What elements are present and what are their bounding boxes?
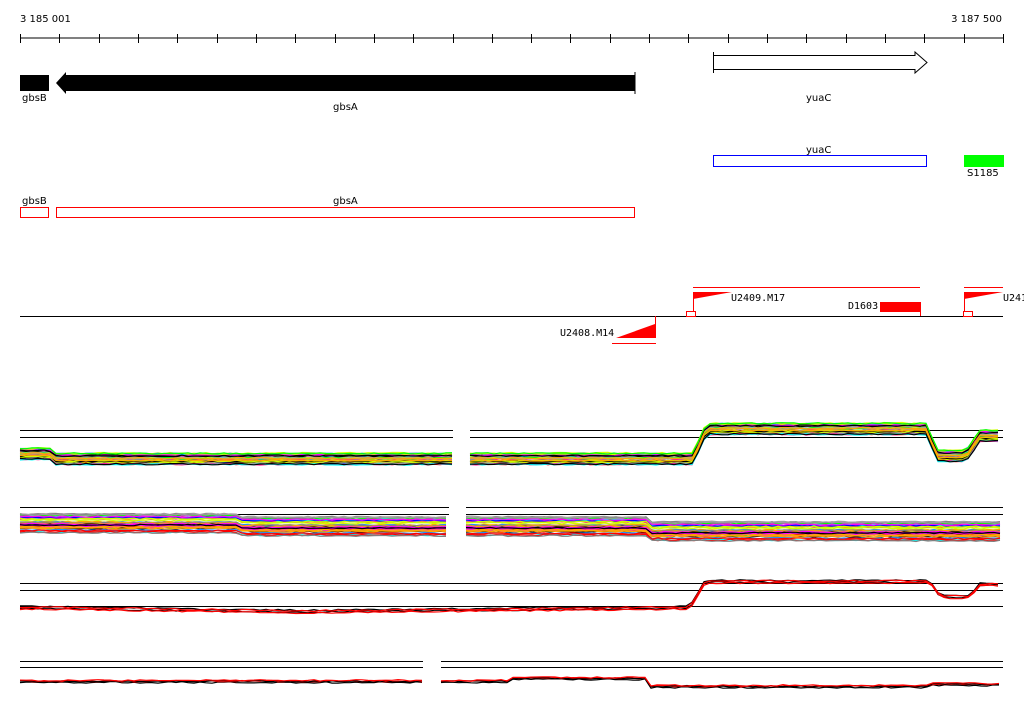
feature-label-D1603: D1603 xyxy=(848,301,878,312)
feature-U2408[interactable]: U2408.M14 xyxy=(560,316,656,344)
expression-series-line xyxy=(469,426,999,460)
expression-series-line xyxy=(465,528,1001,537)
transcript-label-gbsB: gbsB xyxy=(22,196,47,207)
expression-series-line xyxy=(19,525,447,532)
expression-series-line xyxy=(465,526,1001,535)
feature-U241[interactable]: U241 xyxy=(963,287,1024,317)
expression-series-line xyxy=(469,429,999,462)
transcript-gbsA[interactable] xyxy=(56,207,635,218)
expression-series-line xyxy=(19,523,447,530)
expression-series-line xyxy=(19,579,999,613)
expression-series-line xyxy=(19,531,446,538)
gene-gbsB[interactable] xyxy=(20,75,49,91)
expression-series-line xyxy=(465,515,1000,524)
gene-label-gbsA: gbsA xyxy=(333,102,358,113)
feature-label-S1185: S1185 xyxy=(967,168,999,179)
gene-yuaC-arrow[interactable] xyxy=(713,50,928,75)
expression-series-line xyxy=(465,532,1001,540)
expression-series-line xyxy=(20,447,453,455)
expression-tracks xyxy=(19,421,1003,689)
expression-series-line xyxy=(440,676,1000,688)
expression-track xyxy=(19,661,1003,689)
transcript-label-yuaC: yuaC xyxy=(806,145,831,156)
expression-series-line xyxy=(465,529,1001,538)
feature-S1185[interactable] xyxy=(964,155,1004,167)
expression-series-line xyxy=(469,422,998,455)
expression-series-line xyxy=(19,517,447,524)
feature-D1603[interactable]: D1603 xyxy=(848,301,921,316)
expression-track xyxy=(19,421,1003,466)
expression-track xyxy=(19,579,1003,615)
gene-label-gbsB: gbsB xyxy=(22,93,47,104)
coordinate-ruler xyxy=(20,34,1004,43)
expression-series-line xyxy=(19,581,999,615)
gene-gbsA-arrow[interactable] xyxy=(56,72,635,94)
feature-label-U241: U241 xyxy=(1003,293,1024,304)
expression-series-line xyxy=(19,515,447,521)
ruler-end-label: 3 187 500 xyxy=(951,14,1002,25)
expression-series-line xyxy=(19,457,453,466)
transcript-yuaC[interactable] xyxy=(713,155,927,167)
transcript-label-gbsA: gbsA xyxy=(333,196,358,207)
expression-series-line xyxy=(465,518,1001,527)
feature-label-U2408: U2408.M14 xyxy=(560,328,614,339)
expression-series-line xyxy=(469,424,999,457)
feature-label-U2409: U2409.M17 xyxy=(731,293,785,304)
expression-track xyxy=(19,507,1003,543)
ruler-start-label: 3 185 001 xyxy=(20,14,71,25)
gene-label-yuaC: yuaC xyxy=(806,93,831,104)
expression-series-line xyxy=(465,534,1001,543)
expression-series-line xyxy=(19,529,447,535)
feature-U2409[interactable]: U2409.M17 xyxy=(686,287,921,317)
expression-series-line xyxy=(19,452,453,460)
expression-series-line xyxy=(19,678,423,682)
expression-series-line xyxy=(440,676,1000,687)
transcript-gbsB[interactable] xyxy=(20,207,49,218)
expression-series-line xyxy=(465,520,1001,529)
expression-series-line xyxy=(19,449,453,457)
expression-series-line xyxy=(465,521,1001,530)
expression-series-line xyxy=(465,516,1001,524)
expression-series-line xyxy=(469,432,999,466)
expression-series-line xyxy=(19,454,453,462)
expression-series-line xyxy=(19,513,447,519)
